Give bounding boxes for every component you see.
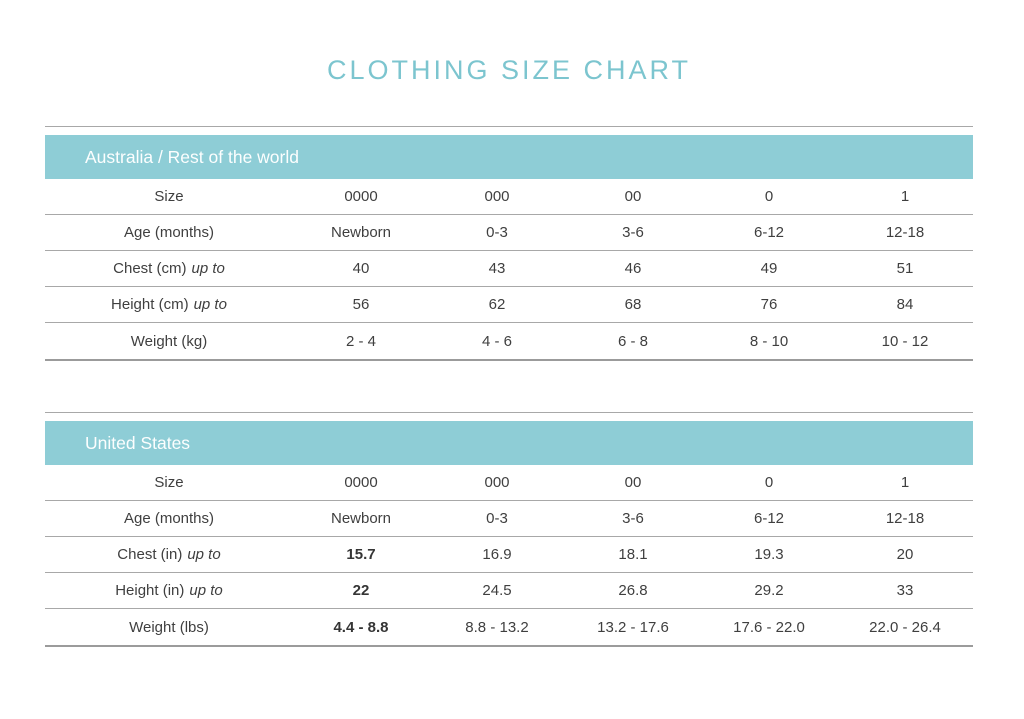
table-cell: 68	[624, 296, 642, 314]
size-table-united-states: United States Size 0000 000 00 0 1 Age (months…	[45, 412, 973, 648]
table-cell: 000	[484, 188, 510, 206]
row-label-text: Chest (in)	[117, 546, 183, 564]
table-cell: 49	[760, 260, 778, 278]
table-cell: 16.9	[482, 546, 512, 564]
table-header-label: United States	[85, 432, 191, 453]
table-cell: 13.2 - 17.6	[597, 618, 669, 636]
table-row: Weight (kg) 2 - 4 4 - 6 6 - 8 8 - 10 10 - 12	[45, 323, 973, 359]
table-cell: 4.4 - 8.8	[333, 618, 389, 636]
table-row: Age (months) Newborn 0-3 3-6 6-12 12-18	[45, 501, 973, 538]
table-top-rule	[45, 126, 973, 128]
table-cell: 8.8 - 13.2	[465, 618, 529, 636]
table-cell: 56	[352, 296, 370, 314]
row-label-text: Size	[154, 188, 184, 206]
table-cell: 24.5	[482, 582, 512, 600]
table-row: Height (cm) up to 56 62 68 76 84	[45, 287, 973, 324]
table-cell: 10 - 12	[881, 332, 929, 350]
table-cell: 3-6	[622, 224, 644, 242]
row-label: Age (months)	[45, 510, 293, 527]
table-cell: 22	[352, 582, 370, 600]
table-header-bar: Australia / Rest of the world	[45, 135, 973, 180]
table-cell: 51	[896, 260, 914, 278]
table-row: Size 0000 000 00 0 1	[45, 465, 973, 502]
table-row: Weight (lbs) 4.4 - 8.8 8.8 - 13.2 13.2 - 17…	[45, 609, 973, 645]
table-cell: 6-12	[753, 224, 785, 242]
table-cell: 43	[488, 260, 506, 278]
row-label-text: Size	[154, 474, 184, 492]
table-row: Height (in) up to 22 24.5 26.8 29.2 33	[45, 573, 973, 610]
table-header-label: Australia / Rest of the world	[85, 146, 299, 167]
row-label-text: Age (months)	[123, 224, 215, 242]
table-cell: 6-12	[753, 510, 785, 528]
table-rows: Size 0000 000 00 0 1 Age (months) Newborn 0-3 3-6…	[45, 179, 973, 362]
table-cell: 3-6	[622, 510, 644, 528]
table-rows: Size 0000 000 00 0 1 Age (months) Newborn 0-3 3-6…	[45, 465, 973, 648]
table-row: Chest (cm) up to 40 43 46 49 51	[45, 251, 973, 288]
table-cell: 40	[352, 260, 370, 278]
table-cell: 1	[900, 474, 910, 492]
size-table-australia: Australia / Rest of the world Size 0000 00…	[45, 126, 973, 362]
table-cell: 0000	[344, 188, 378, 206]
table-cell: 26.8	[618, 582, 648, 600]
page-title: CLOTHING SIZE CHART	[326, 55, 692, 85]
table-cell: 00	[624, 474, 642, 492]
table-cell: Newborn	[330, 224, 392, 242]
row-label-text: Age (months)	[123, 510, 215, 528]
table-cell: 22.0 - 26.4	[869, 618, 941, 636]
row-label: Chest (cm) up to	[45, 260, 293, 277]
row-label-text: Weight (kg)	[130, 332, 208, 350]
table-cell: 84	[896, 296, 914, 314]
table-cell: 29.2	[754, 582, 784, 600]
row-label-text: Weight (lbs)	[129, 618, 209, 636]
table-cell: 2 - 4	[345, 332, 376, 350]
row-label-suffix: up to	[191, 260, 225, 278]
table-cell: Newborn	[330, 510, 392, 528]
table-row: Age (months) Newborn 0-3 3-6 6-12 12-18	[45, 215, 973, 252]
table-cell: 0-3	[486, 510, 508, 528]
table-row: Size 0000 000 00 0 1	[45, 179, 973, 216]
table-cell: 12-18	[885, 224, 925, 242]
table-cell: 1	[900, 188, 910, 206]
row-label: Weight (lbs)	[45, 619, 293, 636]
table-cell: 0000	[344, 474, 378, 492]
table-cell: 12-18	[885, 510, 925, 528]
row-label: Age (months)	[45, 224, 293, 241]
row-label: Height (in) up to	[45, 582, 293, 599]
size-chart-page: CLOTHING SIZE CHART Australia / Rest of …	[45, 55, 973, 648]
table-header-bar: United States	[45, 421, 973, 466]
row-label-suffix: up to	[189, 582, 223, 600]
row-label: Size	[45, 474, 293, 491]
table-cell: 000	[484, 474, 510, 492]
table-cell: 33	[896, 582, 914, 600]
table-top-rule	[45, 412, 973, 414]
row-label-text: Height (in)	[115, 582, 185, 600]
table-cell: 0-3	[486, 224, 508, 242]
table-cell: 76	[760, 296, 778, 314]
table-row: Chest (in) up to 15.7 16.9 18.1 19.3 20	[45, 537, 973, 574]
table-cell: 0	[764, 188, 774, 206]
table-cell: 46	[624, 260, 642, 278]
table-cell: 00	[624, 188, 642, 206]
row-label: Height (cm) up to	[45, 296, 293, 313]
row-label: Chest (in) up to	[45, 546, 293, 563]
table-cell: 0	[764, 474, 774, 492]
table-cell: 8 - 10	[749, 332, 789, 350]
table-cell: 17.6 - 22.0	[733, 618, 805, 636]
table-cell: 6 - 8	[617, 332, 648, 350]
row-label-text: Height (cm)	[111, 296, 189, 314]
row-label: Size	[45, 188, 293, 205]
row-label-suffix: up to	[193, 296, 227, 314]
table-cell: 15.7	[346, 546, 376, 564]
row-label: Weight (kg)	[45, 333, 293, 350]
table-cell: 18.1	[618, 546, 648, 564]
row-label-text: Chest (cm)	[113, 260, 187, 278]
row-label-suffix: up to	[187, 546, 221, 564]
table-cell: 20	[896, 546, 914, 564]
table-cell: 62	[488, 296, 506, 314]
table-cell: 19.3	[754, 546, 784, 564]
table-cell: 4 - 6	[481, 332, 512, 350]
